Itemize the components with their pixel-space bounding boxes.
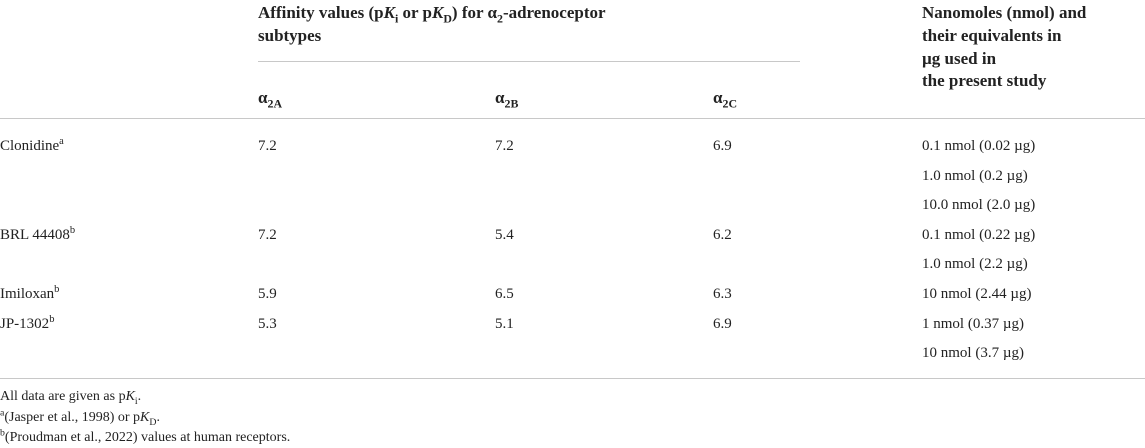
value-cell: 5.3 xyxy=(258,315,277,332)
header-amount: µg used in xyxy=(922,49,997,68)
text: D xyxy=(443,11,452,26)
text: i xyxy=(134,395,138,407)
drug-name: JP-1302 xyxy=(0,315,50,332)
amount-cell: 0.1 nmol (0.02 µg) xyxy=(922,138,1036,154)
text: 2C xyxy=(722,96,738,111)
drug-cell: JP-1302b xyxy=(0,314,54,334)
text: (Proudman et al., 2022) values at human … xyxy=(4,430,291,445)
footnote: a(Jasper et al., 1998) or pKD. xyxy=(0,408,160,428)
text: K xyxy=(431,3,444,22)
rule xyxy=(0,378,1145,379)
amount-cell: 10 nmol (2.44 µg) xyxy=(922,286,1032,302)
drug-cell: Imiloxanb xyxy=(0,284,59,304)
amount-cell: 0.1 nmol (0.22 µg) xyxy=(922,226,1036,243)
text: K xyxy=(383,3,395,22)
drug-cell: BRL 44408b xyxy=(0,225,75,245)
drug-name: Imiloxan xyxy=(0,286,55,302)
text: 2 xyxy=(496,11,503,26)
subtype-header: α2C xyxy=(713,88,738,111)
text: All data are given as p xyxy=(0,389,126,404)
text: α xyxy=(713,88,723,107)
footnote-mark: b xyxy=(69,224,76,236)
value-cell: 7.2 xyxy=(258,138,277,154)
header-amount: the present study xyxy=(922,71,1047,90)
value-cell: 6.9 xyxy=(713,138,732,154)
amount-cell: 1.0 nmol (0.2 µg) xyxy=(922,167,1028,184)
amount-cell: 1 nmol (0.37 µg) xyxy=(922,315,1024,332)
value-cell: 6.9 xyxy=(713,315,732,332)
value-cell: 5.1 xyxy=(495,315,514,332)
footnote: All data are given as pKi. xyxy=(0,387,141,407)
footnote: b(Proudman et al., 2022) values at human… xyxy=(0,428,290,448)
drug-cell: Clonidinea xyxy=(0,136,64,156)
amount-cell: 10 nmol (3.7 µg) xyxy=(922,345,1024,362)
footnote-mark: a xyxy=(59,136,64,147)
subtype-header: α2B xyxy=(495,88,519,111)
value-cell: 6.2 xyxy=(713,226,732,243)
text: ) for α xyxy=(451,3,497,22)
text: α xyxy=(495,88,505,107)
text: . xyxy=(156,410,160,425)
text: K xyxy=(140,410,150,425)
text: or p xyxy=(398,3,432,22)
text: Affinity values (p xyxy=(258,3,384,22)
text: (Jasper et al., 1998) or p xyxy=(4,410,141,425)
header-amount: Nanomoles (nmol) and xyxy=(922,3,1087,22)
drug-name: Clonidine xyxy=(0,138,60,154)
footnote-mark: b xyxy=(49,313,55,325)
value-cell: 5.4 xyxy=(495,226,514,243)
rule xyxy=(0,118,1145,119)
text: D xyxy=(149,416,157,428)
text: . xyxy=(137,389,142,404)
subtype-header: α2A xyxy=(258,88,283,111)
value-cell: 7.2 xyxy=(258,226,277,243)
text: a xyxy=(0,407,5,419)
header-amount: their equivalents in xyxy=(922,26,1062,45)
value-cell: 5.9 xyxy=(258,286,277,302)
header-affinity: subtypes xyxy=(258,26,322,45)
value-cell: 6.5 xyxy=(495,286,514,302)
footnote-mark: b xyxy=(54,284,60,295)
text: i xyxy=(394,11,399,26)
text: α xyxy=(258,88,268,107)
text: -adrenoceptor xyxy=(502,3,606,22)
rule xyxy=(258,61,800,62)
value-cell: 7.2 xyxy=(495,138,514,154)
header-affinity: Affinity values (pKi or pKD) for α2-adre… xyxy=(258,3,606,26)
text: K xyxy=(125,389,135,404)
amount-cell: 10.0 nmol (2.0 µg) xyxy=(922,197,1036,214)
drug-name: BRL 44408 xyxy=(0,226,70,243)
text: 2A xyxy=(267,96,283,111)
amount-cell: 1.0 nmol (2.2 µg) xyxy=(922,256,1028,273)
text: 2B xyxy=(504,96,519,111)
value-cell: 6.3 xyxy=(713,286,732,302)
text: b xyxy=(0,427,5,439)
